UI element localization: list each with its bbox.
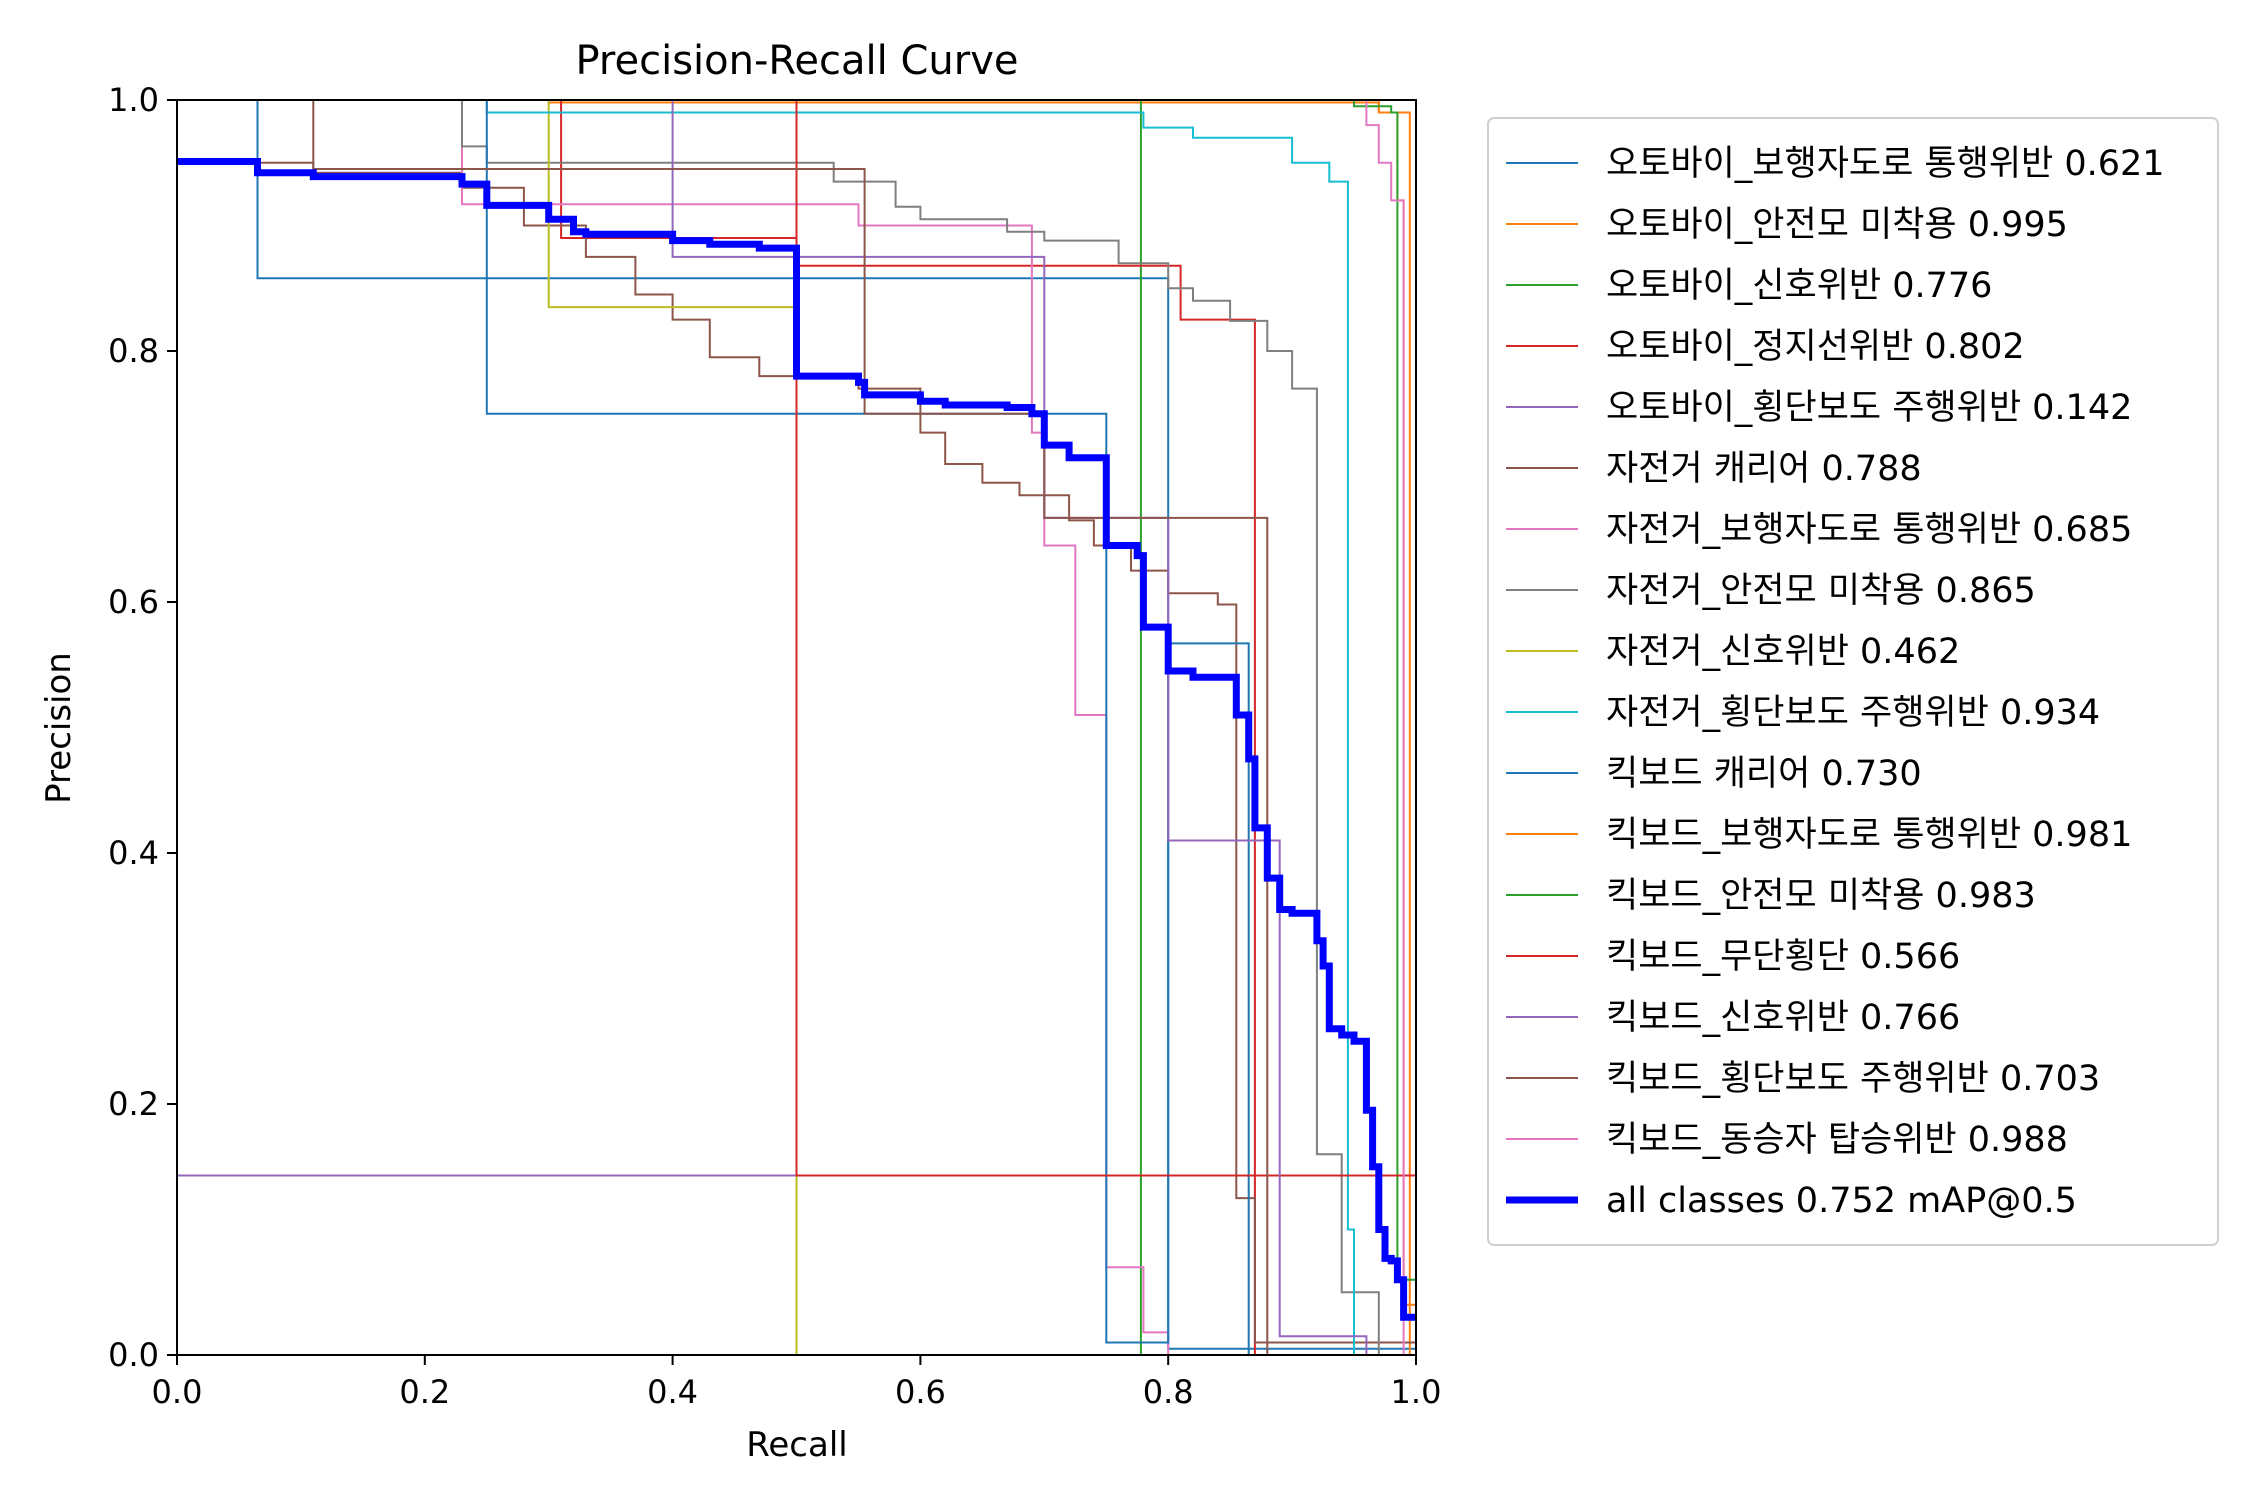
legend-entry-9: 자전거_횡단보도 주행위반 0.934 [1606,693,2100,733]
legend: 오토바이_보행자도로 통행위반 0.621 오토바이_안전모 미착용 0.995 오… [1487,117,2219,1246]
series-line-7 [177,99,1416,1356]
x-tick-label-4: 0.8 [1143,1373,1194,1411]
legend-entry-2: 오토바이_신호위반 0.776 [1606,266,1992,306]
legend-box [1487,117,2219,1246]
x-tick-label-2: 0.4 [647,1373,698,1411]
y-axis: 0.0 0.2 0.4 0.6 0.8 1.0 [108,81,177,1374]
legend-entry-8: 자전거_신호위반 0.462 [1606,632,1960,672]
legend-entry-17: all classes 0.752 mAP@0.5 [1606,1181,2077,1221]
legend-entry-3: 오토바이_정지선위반 0.802 [1606,327,2025,367]
x-axis: 0.0 0.2 0.4 0.6 0.8 1.0 [152,1355,1442,1411]
y-tick-label-1: 0.2 [108,1085,159,1123]
x-tick-label-5: 1.0 [1391,1373,1442,1411]
series-line-17 [177,158,1416,1321]
legend-entry-0: 오토바이_보행자도로 통행위반 0.621 [1606,144,2165,184]
plot-frame [176,99,1417,1356]
y-axis-label: Precision [39,652,79,804]
legend-entry-6: 자전거_보행자도로 통행위반 0.685 [1606,510,2132,550]
legend-entry-12: 킥보드_안전모 미착용 0.983 [1606,876,2036,916]
y-tick-label-4: 0.8 [108,332,159,370]
series-line-15 [177,99,1416,1356]
y-tick-label-3: 0.6 [108,583,159,621]
series-line-16 [177,99,1416,1356]
legend-entry-14: 킥보드_신호위반 0.766 [1606,998,1960,1038]
y-tick-label-5: 1.0 [108,81,159,119]
legend-entry-10: 킥보드 캐리어 0.730 [1606,754,1922,794]
legend-entry-7: 자전거_안전모 미착용 0.865 [1606,571,2036,611]
x-tick-label-0: 0.0 [152,1373,203,1411]
chart-title: Precision-Recall Curve [576,38,1019,84]
x-tick-label-1: 0.2 [399,1373,450,1411]
legend-entry-1: 오토바이_안전모 미착용 0.995 [1606,205,2068,245]
y-tick-label-0: 0.0 [108,1336,159,1374]
legend-entry-11: 킥보드_보행자도로 통행위반 0.981 [1606,815,2132,855]
legend-entry-16: 킥보드_동승자 탑승위반 0.988 [1606,1120,2068,1160]
legend-entry-5: 자전거 캐리어 0.788 [1606,449,1922,489]
series-line-9 [177,99,1416,1356]
legend-entry-4: 오토바이_횡단보도 주행위반 0.142 [1606,388,2132,428]
series-line-6 [177,99,1416,1356]
series-line-14 [177,99,1416,1356]
series-line-10 [177,99,1416,1356]
x-tick-label-3: 0.6 [895,1373,946,1411]
series-line-12 [177,99,1416,1281]
legend-entry-15: 킥보드_횡단보도 주행위반 0.703 [1606,1059,2100,1099]
legend-entry-13: 킥보드_무단횡단 0.566 [1606,937,1960,977]
x-axis-label: Recall [746,1425,847,1465]
y-tick-label-2: 0.4 [108,834,159,872]
